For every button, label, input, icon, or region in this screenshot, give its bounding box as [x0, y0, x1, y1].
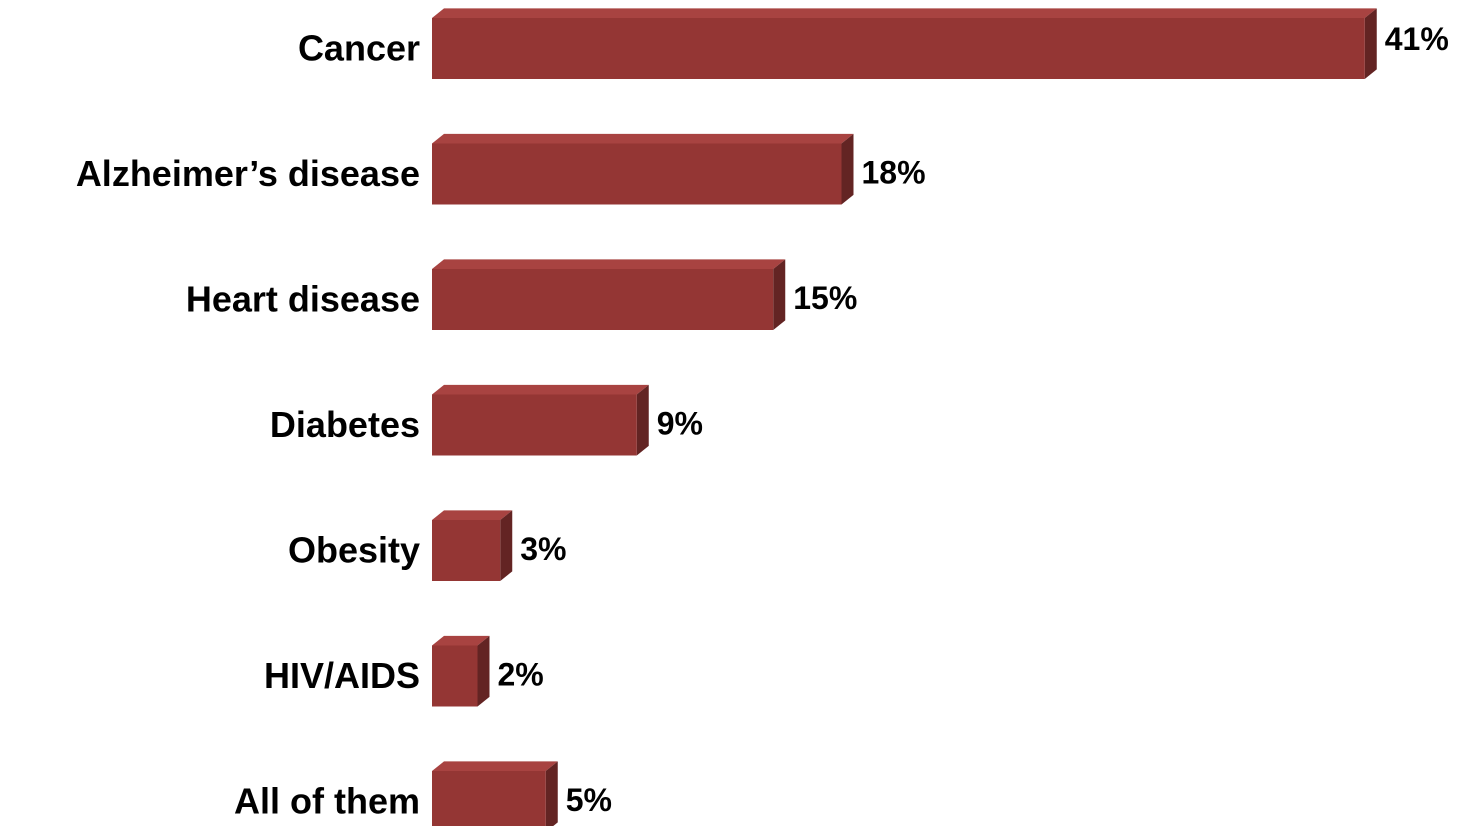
- bar-group: [432, 384, 649, 456]
- bar-top-face: [432, 259, 786, 269]
- bar-top-face: [432, 510, 513, 520]
- bar-group: [432, 259, 786, 330]
- bar-top-face: [432, 635, 490, 646]
- value-label: 3%: [520, 531, 566, 567]
- bar-top-face: [432, 761, 558, 771]
- category-label: Cancer: [298, 28, 420, 69]
- bar-group: [432, 133, 854, 205]
- value-label: 15%: [793, 280, 857, 316]
- bar-side-face: [477, 635, 490, 707]
- bar: [432, 520, 501, 581]
- category-label: HIV/AIDS: [264, 655, 420, 696]
- category-label: Heart disease: [186, 279, 420, 320]
- bar-group: [432, 8, 1377, 79]
- category-label: Alzheimer’s disease: [76, 153, 420, 194]
- bar-top-face: [432, 8, 1377, 18]
- value-label: 41%: [1385, 21, 1449, 57]
- bars-layer: [432, 8, 1377, 826]
- bar-side-face: [500, 510, 513, 581]
- category-label: All of them: [234, 781, 420, 822]
- value-label: 5%: [566, 782, 612, 818]
- category-label: Diabetes: [270, 404, 420, 445]
- value-label: 2%: [498, 657, 544, 693]
- bar: [432, 18, 1365, 79]
- bar-side-face: [1364, 8, 1377, 79]
- bar-group: [432, 761, 558, 826]
- bar-group: [432, 510, 513, 581]
- bar: [432, 143, 842, 205]
- bar-group: [432, 635, 490, 707]
- bar-side-face: [841, 133, 854, 205]
- bar: [432, 645, 478, 707]
- bar: [432, 771, 546, 826]
- bar: [432, 394, 637, 456]
- bar-top-face: [432, 384, 649, 395]
- bar-top-face: [432, 133, 854, 144]
- bar-side-face: [773, 259, 786, 330]
- category-label: Obesity: [288, 530, 420, 571]
- bar-side-face: [636, 384, 649, 456]
- labels-layer: Cancer 41% Alzheimer’s disease 18% Heart dis…: [76, 21, 1449, 822]
- value-label: 9%: [657, 406, 703, 442]
- value-label: 18%: [862, 155, 926, 191]
- bar: [432, 269, 774, 330]
- bar-side-face: [545, 761, 558, 826]
